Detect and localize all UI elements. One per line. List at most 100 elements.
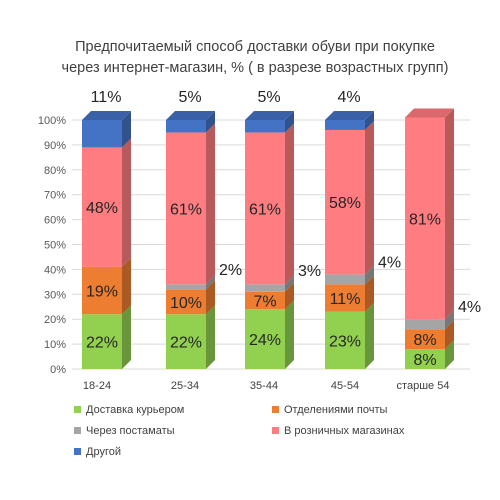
legend-item: Через постаматы bbox=[74, 425, 175, 437]
bar-segment bbox=[166, 275, 215, 290]
data-labels-layer: 22% 19% 48% 11% 22% 10% 2% 61% 5% 24% 7% 3% 61% 5% 23%… bbox=[86, 89, 481, 369]
legend-label: Доставка курьером bbox=[86, 404, 184, 416]
data-label: 5% bbox=[257, 89, 280, 106]
data-label: 22% bbox=[170, 335, 202, 352]
bar-segment-top bbox=[405, 108, 454, 118]
bar-segment-front bbox=[325, 129, 365, 275]
legend-label: В розничных магазинах bbox=[284, 425, 405, 437]
bar-segment-front bbox=[245, 309, 285, 369]
bar-segment-side bbox=[445, 108, 454, 320]
x-category-label: 25-34 bbox=[171, 380, 199, 392]
y-tick-label: 90% bbox=[44, 140, 66, 152]
data-label: 81% bbox=[409, 211, 441, 228]
legend-swatch bbox=[74, 406, 81, 413]
data-label: 48% bbox=[86, 200, 118, 217]
bar-segment-side bbox=[206, 123, 215, 285]
legend-swatch bbox=[272, 406, 279, 413]
y-tick-label: 10% bbox=[44, 339, 66, 351]
bar-segment-front bbox=[325, 120, 365, 130]
legend-swatch bbox=[74, 448, 81, 455]
bar-segment-side bbox=[365, 265, 374, 285]
bar-segment bbox=[325, 302, 374, 369]
bar-segment bbox=[82, 305, 131, 369]
bar-segment-front bbox=[245, 120, 285, 133]
data-label: 7% bbox=[253, 294, 276, 311]
data-label: 24% bbox=[249, 332, 281, 349]
bar-segment bbox=[405, 340, 454, 369]
bar-segment-side bbox=[285, 111, 294, 133]
data-label: 23% bbox=[329, 333, 361, 350]
bar-segment-front bbox=[82, 120, 122, 148]
y-tick-label: 0% bbox=[50, 364, 66, 376]
y-tick-label: 40% bbox=[44, 264, 66, 276]
legend-label: Через постаматы bbox=[86, 425, 175, 437]
legend-item: Отделениями почты bbox=[272, 404, 387, 416]
bar-segment bbox=[325, 111, 374, 130]
bar-segment bbox=[245, 300, 294, 369]
data-label: 8% bbox=[413, 332, 436, 349]
data-label: 61% bbox=[249, 201, 281, 218]
bar-segment-front bbox=[325, 284, 365, 312]
data-label: 4% bbox=[378, 254, 401, 271]
data-label: 4% bbox=[337, 89, 360, 106]
legend-item: В розничных магазинах bbox=[272, 425, 405, 437]
bar-segment-side bbox=[285, 300, 294, 369]
bar-segment-side bbox=[365, 302, 374, 369]
data-label: 22% bbox=[86, 335, 118, 352]
bar-segment bbox=[245, 111, 294, 133]
bar-segment bbox=[166, 305, 215, 369]
data-label: 4% bbox=[458, 299, 481, 316]
bar-segment-front bbox=[82, 314, 122, 369]
bar-segment bbox=[82, 111, 131, 148]
bar-segment bbox=[325, 120, 374, 275]
bar-segment-front bbox=[166, 289, 206, 315]
bar-segment-top bbox=[325, 111, 374, 120]
bar-segment bbox=[166, 280, 215, 315]
x-category-label: 18-24 bbox=[83, 380, 111, 392]
y-tick-label: 80% bbox=[44, 165, 66, 177]
x-axis-categories: 18-24 25-34 35-44 45-54 старше 54 bbox=[83, 380, 450, 392]
data-label: 8% bbox=[413, 352, 436, 369]
data-label: 11% bbox=[330, 291, 361, 308]
bar-segment-side bbox=[206, 305, 215, 369]
bar-segment bbox=[82, 257, 131, 315]
bar-segment-front bbox=[325, 274, 365, 285]
bar-segment-front bbox=[405, 319, 445, 330]
bar-segment bbox=[405, 320, 454, 350]
bar-segment-front bbox=[82, 266, 122, 315]
bar-segment-front bbox=[166, 284, 206, 290]
bar-segment-front bbox=[166, 314, 206, 369]
bar-segment-side bbox=[206, 111, 215, 133]
x-category-label: 35-44 bbox=[250, 380, 278, 392]
bar-segment-front bbox=[405, 349, 445, 369]
data-label: 58% bbox=[329, 195, 361, 212]
bar-segment bbox=[245, 282, 294, 310]
bar-segment-side bbox=[365, 120, 374, 275]
bar-segment bbox=[245, 123, 294, 285]
bar-segment-side bbox=[122, 111, 131, 148]
data-label: 2% bbox=[219, 262, 242, 279]
bar-segment-side bbox=[122, 305, 131, 369]
bar-segment bbox=[325, 275, 374, 312]
bar-segment-side bbox=[206, 275, 215, 290]
legend: Доставка курьером Отделениями почты Через … bbox=[74, 404, 405, 458]
bar-segment bbox=[405, 108, 454, 320]
data-label: 3% bbox=[298, 263, 321, 280]
bar-segment-side bbox=[365, 111, 374, 130]
data-label: 5% bbox=[178, 89, 201, 106]
bar-segment-front bbox=[405, 329, 445, 350]
bar-segment-side bbox=[445, 340, 454, 369]
bar-segment-side bbox=[122, 138, 131, 267]
y-tick-label: 30% bbox=[44, 289, 66, 301]
bar-segment-top bbox=[245, 111, 294, 120]
y-tick-label: 50% bbox=[44, 240, 66, 252]
legend-swatch bbox=[74, 427, 81, 434]
bar-segment-side bbox=[122, 257, 131, 315]
chart-title-line-1: Предпочитаемый способ доставки обуви при… bbox=[75, 39, 435, 55]
bar-segment-side bbox=[285, 123, 294, 285]
y-tick-label: 100% bbox=[38, 115, 66, 127]
bar-segment-side bbox=[285, 282, 294, 310]
bar-segment-front bbox=[166, 120, 206, 133]
